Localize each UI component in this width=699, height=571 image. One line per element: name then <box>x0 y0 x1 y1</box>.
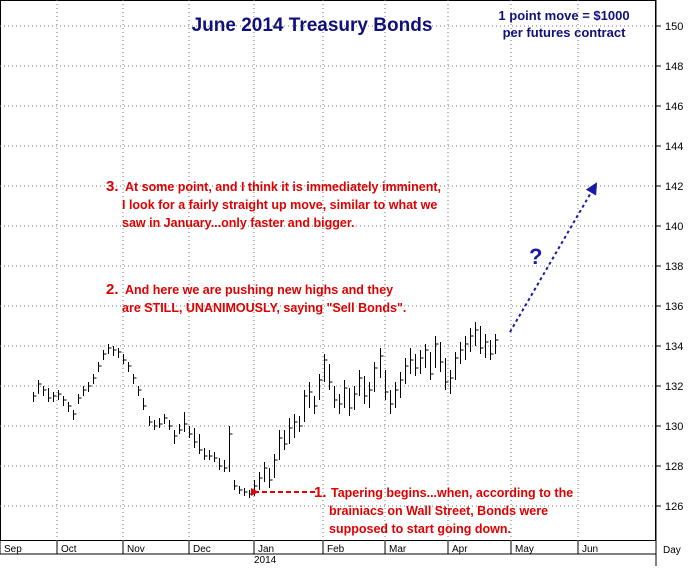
x-year-label: 2014 <box>254 555 277 566</box>
y-axis-ticks: 126 128 130 132 134 136 138 140 142 144 146 148 150 <box>656 21 683 513</box>
x-tick-label: Dec <box>193 544 211 555</box>
x-tick-label: Jun <box>582 544 598 555</box>
y-tick-label: 136 <box>665 301 683 313</box>
x-tick-label: Nov <box>127 544 145 555</box>
annotation-1-number: 1. <box>314 484 327 501</box>
x-corner-label: Day <box>663 545 681 556</box>
x-tick-label: Sep <box>4 544 22 555</box>
annotation-2-number: 2. <box>106 281 119 298</box>
price-bars <box>33 322 499 498</box>
y-tick-label: 140 <box>665 221 683 233</box>
annotation-3-number: 3. <box>106 178 119 195</box>
y-tick-label: 130 <box>665 421 683 433</box>
contract-note-line-2: per futures contract <box>503 25 626 40</box>
y-tick-label: 134 <box>665 341 683 353</box>
grid-horizontal <box>0 25 656 507</box>
y-tick-label: 132 <box>665 381 683 393</box>
x-axis-ticks: Sep Oct Nov Dec Jan Feb Mar Apr May Jun <box>0 541 598 555</box>
y-tick-label: 138 <box>665 261 683 273</box>
x-tick-label: Apr <box>452 544 468 555</box>
y-tick-label: 128 <box>665 461 683 473</box>
contract-note-line-1: 1 point move = $1000 <box>498 8 629 23</box>
x-tick-label: Jan <box>258 544 274 555</box>
projection-arrow <box>509 182 598 333</box>
y-tick-label: 144 <box>665 141 683 153</box>
plot-frame <box>0 0 656 541</box>
chart-title: June 2014 Treasury Bonds <box>192 15 433 36</box>
y-tick-label: 148 <box>665 61 683 73</box>
annotation-2-line-2: are STILL, UNANIMOUSLY, saying "Sell Bon… <box>122 301 406 315</box>
y-tick-label: 126 <box>665 501 683 513</box>
annotation-2-line-1: And here we are pushing new highs and th… <box>125 283 393 297</box>
annotation-3-line-2: I look for a fairly straight up move, si… <box>122 198 437 212</box>
annotation-1-line-1: Tapering begins...when, according to the <box>331 486 573 500</box>
y-tick-label: 142 <box>665 181 683 193</box>
x-tick-label: Feb <box>327 544 345 555</box>
y-tick-label: 150 <box>665 21 683 33</box>
x-tick-label: May <box>515 544 534 555</box>
annotation-3-line-1: At some point, and I think it is immedia… <box>125 180 441 194</box>
annotation-1-line-3: supposed to start going down. <box>329 522 511 536</box>
question-mark: ? <box>529 244 542 269</box>
y-tick-label: 146 <box>665 101 683 113</box>
x-tick-label: Oct <box>61 544 77 555</box>
annotation-3-line-3: saw in January...only faster and bigger. <box>122 216 354 230</box>
x-tick-label: Mar <box>389 544 407 555</box>
annotation-1-line-2: brainiacs on Wall Street, Bonds were <box>329 504 548 518</box>
